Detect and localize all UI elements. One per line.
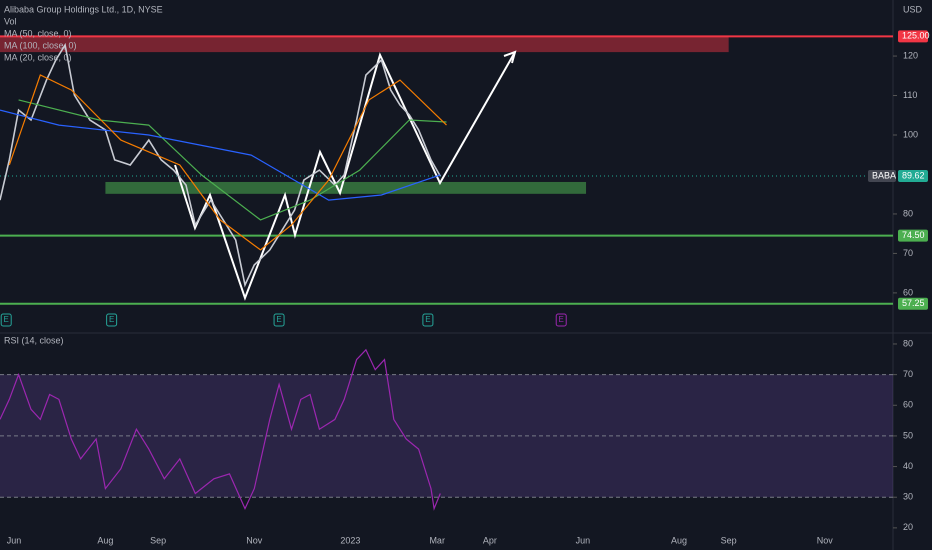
y-tick-label: 30 xyxy=(903,492,913,502)
legend-entry: MA (100, close, 0) xyxy=(4,40,77,50)
y-tick-label: 20 xyxy=(903,522,913,532)
y-tick-label: 80 xyxy=(903,208,913,218)
x-tick-label: Apr xyxy=(483,535,497,545)
earnings-badge xyxy=(555,313,567,327)
earnings-label: E xyxy=(109,315,114,324)
legend-entry: MA (50, close, 0) xyxy=(4,28,72,38)
series-line xyxy=(18,99,447,221)
x-tick-label: Sep xyxy=(721,535,737,545)
level-label: 74.50 xyxy=(902,230,925,240)
x-tick-label: Jun xyxy=(7,535,22,545)
legend-text: Vol xyxy=(4,16,17,26)
earnings-label: E xyxy=(4,315,9,324)
earnings-label: E xyxy=(276,315,281,324)
level-label: 125.00 xyxy=(902,31,930,41)
earnings-badge xyxy=(0,313,12,327)
y-tick-label: 40 xyxy=(903,461,913,471)
legend-text: Alibaba Group Holdings Ltd., 1D, NYSE xyxy=(4,4,163,14)
level-label-bg xyxy=(898,169,928,182)
zone xyxy=(105,181,587,194)
y-tick-label: 120 xyxy=(903,50,918,60)
y-tick-label: 50 xyxy=(903,430,913,440)
x-tick-label: Aug xyxy=(671,535,687,545)
y-tick-label: 110 xyxy=(903,90,917,100)
pane-title: RSI (14, close) xyxy=(4,335,64,345)
level-label-bg xyxy=(898,297,928,310)
x-tick-label: Nov xyxy=(246,535,263,545)
series-line xyxy=(0,42,441,288)
level-label-bg xyxy=(898,229,928,242)
y-tick-label: 80 xyxy=(903,338,913,348)
x-tick-label: Jun xyxy=(576,535,591,545)
level-label: 57.25 xyxy=(902,298,925,308)
y-tick-label: 60 xyxy=(903,400,913,410)
series-line xyxy=(8,74,447,251)
x-tick-label: 2023 xyxy=(340,535,360,545)
earnings-label: E xyxy=(425,315,430,324)
series-line xyxy=(0,348,441,511)
x-tick-label: Mar xyxy=(429,535,445,545)
level-label-bg xyxy=(898,30,928,43)
arrow-head xyxy=(503,50,517,64)
level-label: 89.62 xyxy=(902,170,925,180)
x-tick-label: Aug xyxy=(97,535,113,545)
y-tick-label: 70 xyxy=(903,248,913,258)
x-tick-label: Nov xyxy=(817,535,834,545)
y-tick-label: 70 xyxy=(903,369,913,379)
y-tick-label: 100 xyxy=(903,129,918,139)
tag-bg xyxy=(868,169,896,182)
tag: BABA xyxy=(872,170,896,180)
y-tick-label: 60 xyxy=(903,287,913,297)
earnings-badge xyxy=(273,313,285,327)
currency: USD xyxy=(903,4,923,14)
zone xyxy=(0,36,729,53)
earnings-badge xyxy=(106,313,118,327)
x-tick-label: Sep xyxy=(150,535,166,545)
legend-entry: MA (20, close, 0) xyxy=(4,52,72,62)
pattern-drawing xyxy=(174,51,516,301)
series-line xyxy=(0,109,441,201)
earnings-badge xyxy=(422,313,434,327)
earnings-label: E xyxy=(559,315,564,324)
